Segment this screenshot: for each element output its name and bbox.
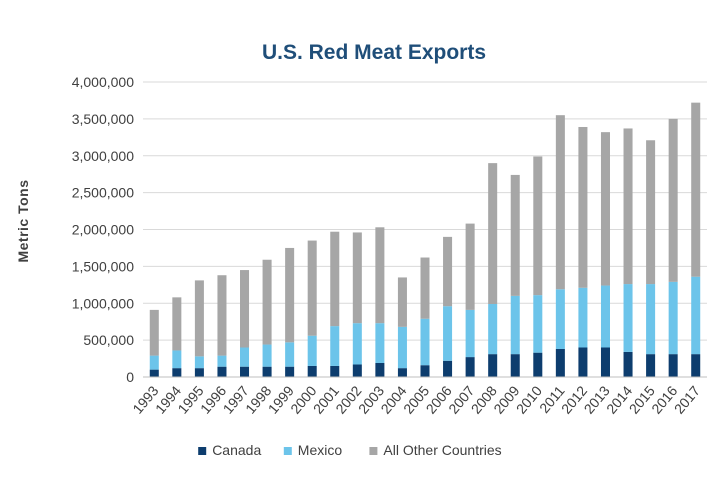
- y-tick-label: 4,000,000: [72, 74, 134, 90]
- bar-canada-2001: [330, 365, 340, 377]
- bar-all-other-countries-2001: [330, 231, 340, 327]
- bar-canada-2002: [352, 364, 362, 377]
- bar-all-other-countries-2012: [578, 126, 588, 288]
- bar-canada-2008: [488, 354, 498, 377]
- bar-mexico-2016: [668, 281, 678, 355]
- bar-all-other-countries-2004: [397, 277, 407, 327]
- bar-mexico-1998: [262, 344, 272, 367]
- bar-all-other-countries-2011: [555, 115, 565, 290]
- bar-canada-1997: [240, 366, 250, 377]
- bar-all-other-countries-1997: [240, 270, 250, 348]
- bar-canada-1998: [262, 366, 272, 377]
- bar-all-other-countries-1998: [262, 259, 272, 345]
- bar-all-other-countries-2000: [307, 240, 317, 336]
- bar-canada-1994: [172, 368, 182, 377]
- bar-all-other-countries-2009: [510, 174, 520, 296]
- legend-label: Mexico: [298, 442, 343, 458]
- chart-title: U.S. Red Meat Exports: [262, 41, 486, 64]
- bar-canada-2009: [510, 354, 520, 377]
- bar-all-other-countries-2006: [443, 236, 453, 307]
- legend-swatch-mexico: [283, 447, 292, 455]
- bar-canada-1999: [285, 366, 295, 377]
- y-tick-label: 0: [126, 369, 134, 385]
- bar-mexico-2009: [510, 295, 520, 355]
- bar-all-other-countries-2017: [691, 102, 701, 277]
- bar-all-other-countries-1996: [217, 275, 227, 356]
- y-tick-label: 2,000,000: [72, 222, 134, 238]
- bar-mexico-2005: [420, 318, 430, 366]
- bar-canada-2017: [691, 354, 701, 377]
- y-tick-label: 3,000,000: [72, 148, 134, 164]
- bar-mexico-2000: [307, 335, 317, 366]
- bar-all-other-countries-1995: [194, 280, 204, 357]
- bar-all-other-countries-2003: [375, 227, 385, 324]
- legend: Canada Mexico All Other Countries: [198, 442, 502, 458]
- x-axis-ticks: 1993199419951996199719981999200020012002…: [129, 382, 703, 416]
- y-axis-ticks: 0 500,000 1,000,000 1,500,000 2,000,000 2,500…: [72, 74, 135, 385]
- bar-all-other-countries-1993: [149, 309, 159, 356]
- bar-all-other-countries-2010: [533, 156, 543, 296]
- bar-canada-2006: [443, 360, 453, 377]
- bar-mexico-1999: [285, 342, 295, 367]
- bar-mexico-2003: [375, 323, 385, 363]
- bar-canada-2010: [533, 352, 543, 377]
- bar-all-other-countries-2007: [465, 223, 475, 310]
- legend-label: Canada: [212, 442, 261, 458]
- bar-mexico-2004: [397, 326, 407, 369]
- bar-mexico-1995: [194, 356, 204, 369]
- x-tick-label: 2017: [671, 382, 703, 416]
- bar-all-other-countries-2002: [352, 232, 362, 324]
- bar-mexico-1997: [240, 347, 250, 367]
- bar-canada-2004: [397, 368, 407, 377]
- y-tick-label: 3,500,000: [72, 111, 134, 127]
- bar-canada-1996: [217, 366, 227, 377]
- bar-canada-1993: [149, 369, 159, 377]
- bar-mexico-2001: [330, 326, 340, 366]
- legend-swatch-canada: [198, 447, 207, 455]
- y-tick-label: 1,000,000: [72, 295, 134, 311]
- bar-all-other-countries-2008: [488, 163, 498, 304]
- bar-all-other-countries-2016: [668, 118, 678, 282]
- bar-canada-2000: [307, 365, 317, 377]
- bar-mexico-1994: [172, 350, 182, 369]
- bar-canada-2013: [600, 347, 610, 377]
- bar-all-other-countries-2014: [623, 128, 633, 285]
- bar-all-other-countries-2015: [646, 140, 656, 285]
- bar-canada-2015: [646, 354, 656, 377]
- bar-all-other-countries-1999: [285, 247, 295, 343]
- legend-label: All Other Countries: [383, 442, 501, 458]
- bar-mexico-2010: [533, 295, 543, 353]
- legend-swatch-all-other-countries: [369, 447, 378, 455]
- bar-mexico-1996: [217, 355, 227, 367]
- y-tick-label: 500,000: [83, 332, 134, 348]
- bar-canada-2014: [623, 351, 633, 377]
- bar-all-other-countries-2013: [600, 132, 610, 286]
- bar-canada-2007: [465, 357, 475, 377]
- bar-mexico-1993: [149, 355, 159, 370]
- bar-canada-2005: [420, 365, 430, 377]
- bars: [149, 102, 701, 377]
- bar-all-other-countries-2005: [420, 257, 430, 319]
- bar-canada-2012: [578, 347, 588, 377]
- y-tick-label: 1,500,000: [72, 258, 134, 274]
- bar-mexico-2015: [646, 284, 656, 355]
- bar-mexico-2017: [691, 276, 701, 355]
- bar-canada-2011: [555, 348, 565, 377]
- bar-mexico-2013: [600, 285, 610, 348]
- bar-mexico-2014: [623, 284, 633, 352]
- bar-mexico-2008: [488, 303, 498, 355]
- bar-canada-2003: [375, 362, 385, 377]
- bar-canada-2016: [668, 354, 678, 377]
- bar-mexico-2002: [352, 323, 362, 365]
- bar-mexico-2012: [578, 287, 588, 348]
- bar-mexico-2007: [465, 309, 475, 358]
- bar-canada-1995: [194, 368, 204, 377]
- y-axis-label: Metric Tons: [15, 179, 31, 262]
- bar-mexico-2006: [443, 306, 453, 361]
- y-tick-label: 2,500,000: [72, 185, 134, 201]
- bar-mexico-2011: [555, 289, 565, 349]
- bar-all-other-countries-1994: [172, 297, 182, 351]
